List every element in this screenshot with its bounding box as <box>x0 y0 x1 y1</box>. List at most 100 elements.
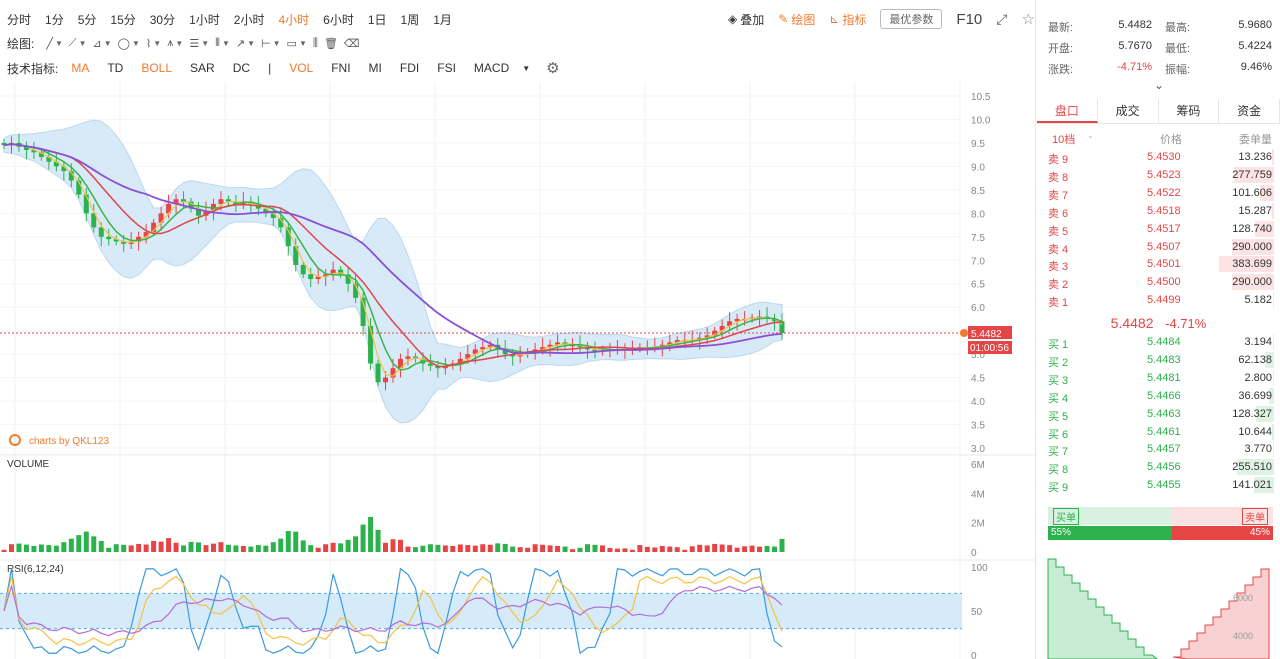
indicator-8[interactable]: MI <box>368 61 382 75</box>
circle-tool-icon[interactable]: ◯ ▼ <box>117 37 140 50</box>
indicator-1[interactable]: TD <box>107 61 124 75</box>
candle-body <box>136 236 142 242</box>
indicator-2[interactable]: BOLL <box>141 61 173 75</box>
line-tool-icon[interactable]: ╱ ▼ <box>46 37 63 50</box>
gann-tool-icon[interactable]: ⦀ ▼ <box>215 36 230 49</box>
orderbook-row[interactable]: 卖 9 5.4530 13.236 <box>1037 148 1280 166</box>
params-button[interactable]: 最优参数 <box>880 9 943 29</box>
orderbook-row[interactable]: 卖 8 5.4523 277.759 <box>1037 166 1280 184</box>
draw-button[interactable]: ✎ 绘图 <box>778 12 816 27</box>
candle-body <box>121 241 127 244</box>
orderbook-row[interactable]: 买 5 5.4463 128.327 <box>1037 405 1280 423</box>
fib-tool-icon[interactable]: ☰ ▼ <box>189 37 210 50</box>
indicator-dropdown-icon[interactable]: ▼ <box>522 63 531 73</box>
candle-body <box>457 358 463 364</box>
orderbook-row[interactable]: 买 1 5.4484 3.194 <box>1037 333 1280 351</box>
candle-body <box>360 297 366 326</box>
orderbook-row[interactable]: 卖 3 5.4501 383.699 <box>1037 255 1280 273</box>
countdown-text: 01:00:56 <box>970 343 1009 354</box>
volume-bar <box>315 547 321 552</box>
trash-icon[interactable]: 🗑 <box>323 37 338 50</box>
orderbook-row[interactable]: 买 9 5.4455 141.021 <box>1037 476 1280 494</box>
expand-chevron-icon[interactable]: ⌄ <box>1154 78 1165 92</box>
row-qty: 128.740 <box>1232 222 1272 235</box>
eraser-icon[interactable]: ⌫ <box>343 37 360 50</box>
orderbook-row[interactable]: 买 6 5.4461 10.644 <box>1037 423 1280 441</box>
arrow-tool-icon[interactable]: ↗ ▼ <box>235 37 256 50</box>
depth-fill-bar <box>1273 369 1274 386</box>
candle-body <box>719 325 725 331</box>
star-icon[interactable]: ☆ <box>1021 11 1035 28</box>
indicator-4[interactable]: DC <box>232 61 251 75</box>
indicator-11[interactable]: MACD <box>473 61 510 75</box>
row-qty: 383.699 <box>1232 258 1272 271</box>
f10-button[interactable]: F10 <box>956 10 983 28</box>
bars-tool-icon[interactable]: ⫼ <box>312 36 318 49</box>
volume-bar <box>8 544 14 552</box>
chart-icon: ⊾ <box>829 12 840 26</box>
timeframe-5[interactable]: 1小时 <box>189 12 220 27</box>
sell-label: 卖单 <box>1242 508 1268 525</box>
indicator-bar: 技术指标: MA TD BOLL SAR DC | VOL FNI MI FDI FSI MACD ▼… <box>7 57 560 79</box>
orderbook-row[interactable]: 买 8 5.4456 255.510 <box>1037 458 1280 476</box>
depth-fill-bar <box>1255 405 1274 422</box>
indicator-button[interactable]: ⊾ 指标 <box>829 12 867 27</box>
indicator-10[interactable]: FSI <box>437 61 456 75</box>
tab-3[interactable]: 资金 <box>1219 99 1280 123</box>
overlay-button[interactable]: ◈ 叠加 <box>728 12 765 27</box>
orderbook-row[interactable]: 卖 6 5.4518 15.287 <box>1037 202 1280 220</box>
orderbook-row[interactable]: 买 4 5.4466 36.699 <box>1037 387 1280 405</box>
kline-chart[interactable]: 10.510.09.59.08.58.07.57.06.56.05.55.04.… <box>0 0 1036 659</box>
indicator-3[interactable]: SAR <box>190 61 215 75</box>
orderbook-row[interactable]: 卖 1 5.4499 5.182 <box>1037 291 1280 309</box>
wave-tool-icon[interactable]: ⌇ ▼ <box>145 37 162 50</box>
pattern-tool-icon[interactable]: ⩚ ▼ <box>167 36 184 49</box>
text-tool-icon[interactable]: ▭ ▼ <box>286 37 307 50</box>
timeframe-3[interactable]: 15分 <box>110 12 136 27</box>
timeframe-1[interactable]: 1分 <box>45 12 64 27</box>
volume-bar <box>91 536 97 552</box>
row-qty: 3.770 <box>1244 443 1272 456</box>
timeframe-7[interactable]: 4小时 <box>278 12 310 27</box>
orderbook-row[interactable]: 卖 5 5.4517 128.740 <box>1037 220 1280 238</box>
tab-2[interactable]: 筹码 <box>1159 99 1220 123</box>
orderbook-row[interactable]: 卖 4 5.4507 290.000 <box>1037 238 1280 256</box>
tab-0[interactable]: 盘口 <box>1037 99 1098 123</box>
row-label: 买 3 <box>1048 374 1069 387</box>
candle-body <box>68 171 74 181</box>
volume-bar <box>210 543 216 552</box>
orderbook-row[interactable]: 买 7 5.4457 3.770 <box>1037 440 1280 458</box>
depth-select[interactable]: 10档 <box>1052 134 1076 146</box>
indicator-6[interactable]: VOL <box>289 61 314 75</box>
volume-bar <box>532 544 538 552</box>
channel-tool-icon[interactable]: ⊿ ▼ <box>92 37 112 50</box>
indicator-7[interactable]: FNI <box>331 61 351 75</box>
timeframe-6[interactable]: 2小时 <box>233 12 265 27</box>
indicators-label: 技术指标: <box>7 61 59 76</box>
volume-bar <box>46 545 52 552</box>
timeframe-0[interactable]: 分时 <box>7 12 32 27</box>
timeframe-10[interactable]: 1周 <box>400 12 420 27</box>
depth-chevron-icon[interactable]: ⌄ <box>1087 131 1094 140</box>
orderbook-row[interactable]: 买 2 5.4483 62.138 <box>1037 351 1280 369</box>
indicator-0[interactable]: MA <box>71 61 90 75</box>
fullscreen-icon[interactable]: ⤢ <box>996 10 1008 27</box>
volume-bar <box>420 545 426 552</box>
tab-1[interactable]: 成交 <box>1098 99 1159 123</box>
timeframe-11[interactable]: 1月 <box>433 12 452 27</box>
candle-body <box>83 194 89 214</box>
timeframe-9[interactable]: 1日 <box>367 12 387 27</box>
ray-tool-icon[interactable]: ⟋ ▼ <box>68 36 87 49</box>
measure-tool-icon[interactable]: ⊢ ▼ <box>261 37 281 50</box>
orderbook-row[interactable]: 卖 7 5.4522 101.606 <box>1037 184 1280 202</box>
indicator-9[interactable]: FDI <box>399 61 420 75</box>
candle-body <box>338 269 344 275</box>
timeframe-4[interactable]: 30分 <box>149 12 176 27</box>
orderbook-row[interactable]: 卖 2 5.4500 290.000 <box>1037 273 1280 291</box>
timeframe-8[interactable]: 6小时 <box>323 12 354 27</box>
settings-gear-icon[interactable]: ⚙ <box>546 60 560 77</box>
price-marker <box>960 329 968 338</box>
timeframe-2[interactable]: 5分 <box>77 12 97 27</box>
orderbook-row[interactable]: 买 3 5.4481 2.800 <box>1037 369 1280 387</box>
open-price: 5.7670 <box>1118 40 1152 52</box>
